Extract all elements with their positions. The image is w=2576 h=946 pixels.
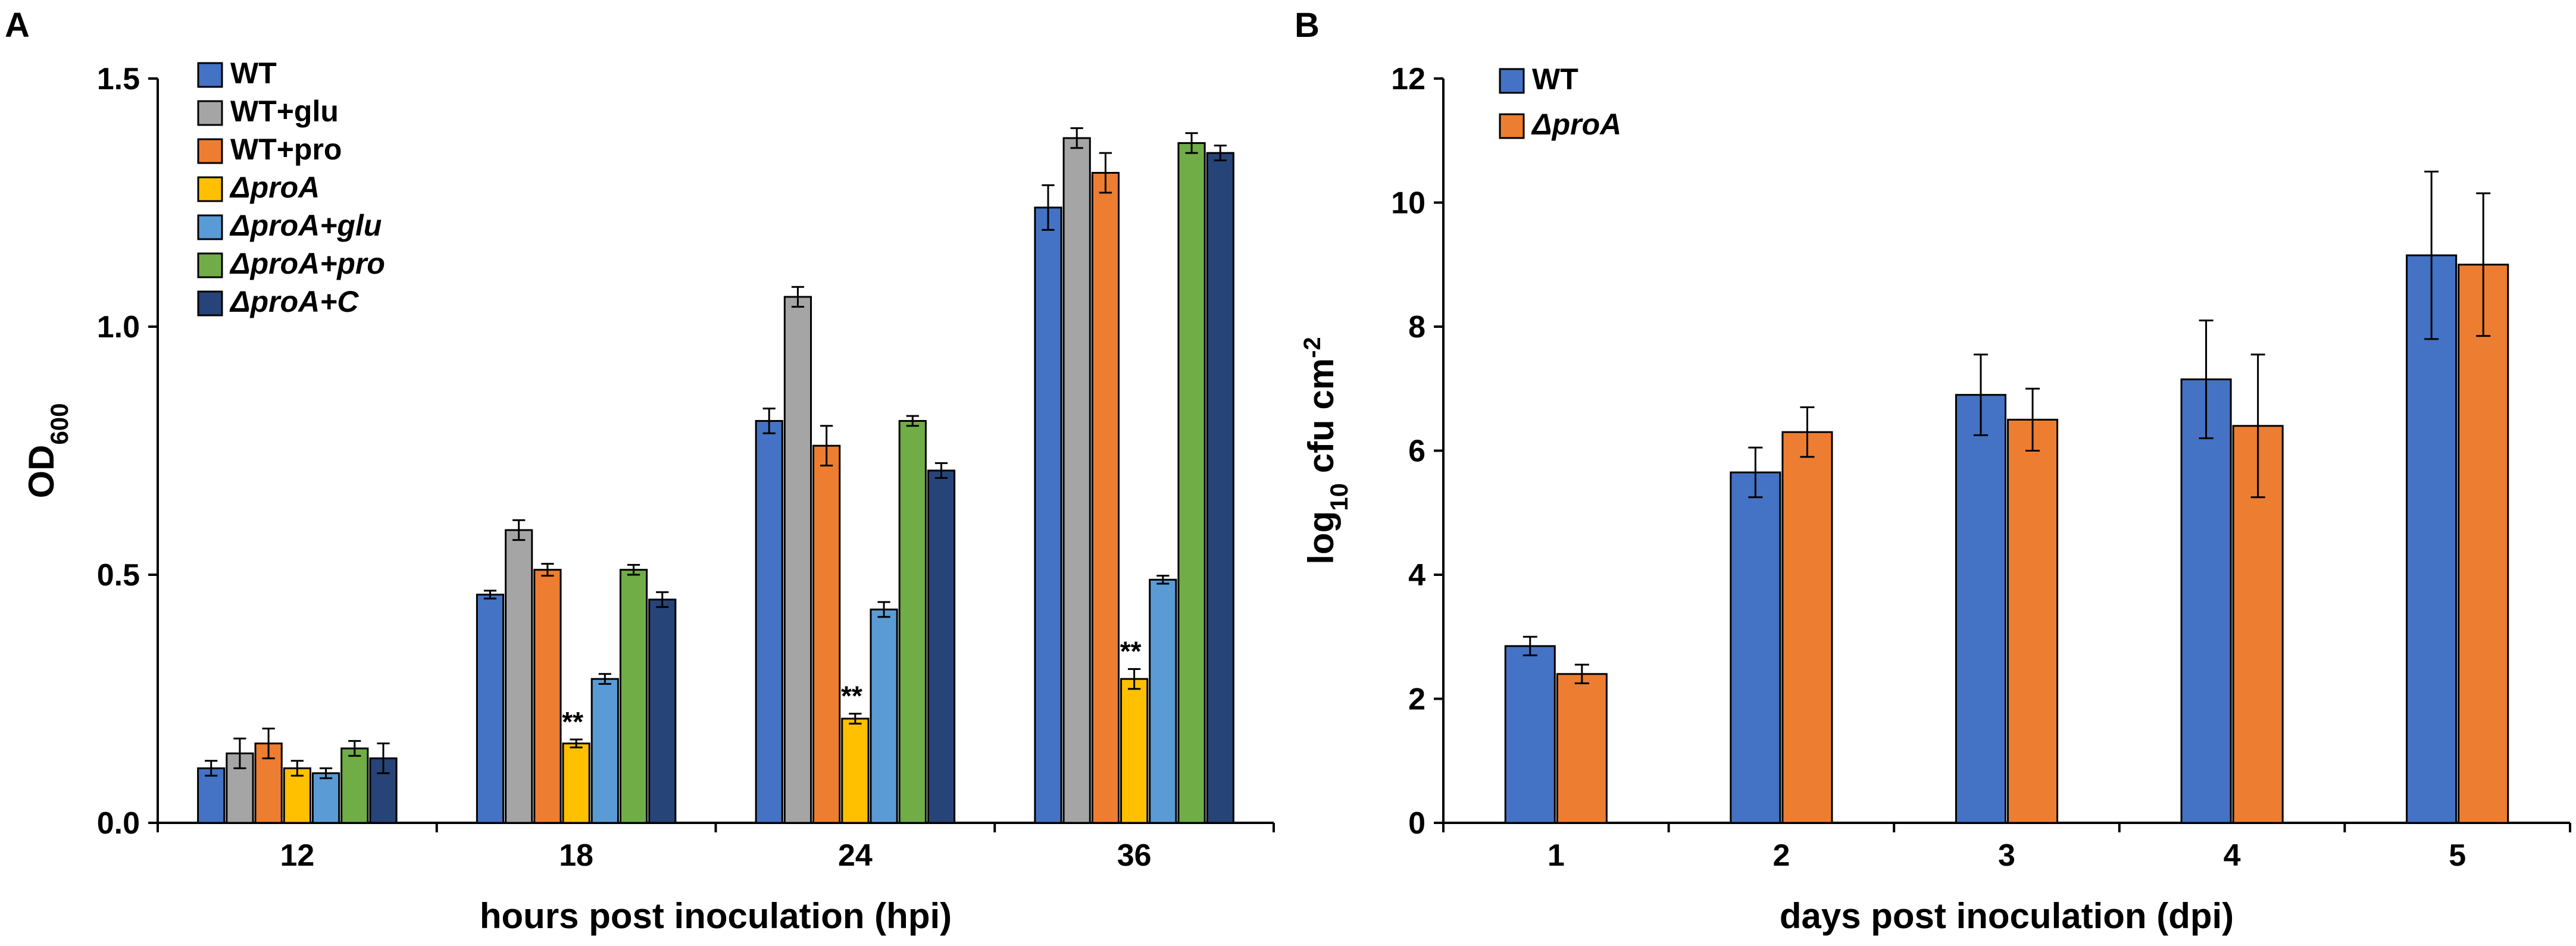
x-tick-label: 36 — [1117, 838, 1152, 873]
legend-swatch-wt — [197, 62, 223, 88]
legend-swatch-delta-proa-plus-pro — [197, 252, 223, 278]
y-tick-label: 1.0 — [97, 310, 140, 344]
legend-label-delta-proa-plus-glu: ΔproA+glu — [229, 209, 382, 242]
legend-label-delta-proa: ΔproA — [229, 171, 320, 204]
x-tick-label: 2 — [1772, 838, 1790, 873]
bar-wt-5 — [2406, 254, 2458, 824]
legend-swatch-delta-proa — [1499, 113, 1525, 139]
legend-label-delta-proa: ΔproA — [1531, 108, 1621, 141]
significance-annotation: ** — [1120, 635, 1142, 666]
y-axis-title-subscript: 600 — [45, 403, 73, 444]
bar-wt-1 — [1504, 645, 1556, 824]
bar-delta-proa-plus-c-24 — [927, 469, 956, 824]
bar-delta-proa-plus-c-18 — [648, 599, 677, 824]
y-tick-label: 0.5 — [97, 558, 140, 593]
y-tick-label: 8 — [1408, 310, 1425, 344]
bar-delta-proa-plus-glu-12 — [311, 772, 340, 824]
significance-annotation: ** — [841, 681, 862, 712]
y-tick-label: 6 — [1408, 434, 1425, 469]
bar-delta-proa-12 — [283, 767, 311, 824]
legend-swatch-wt-plus-pro — [197, 138, 223, 164]
bar-delta-proa-plus-glu-24 — [870, 608, 898, 824]
legend-swatch-wt-plus-glu — [197, 100, 223, 126]
bar-delta-proa-plus-c-36 — [1206, 152, 1234, 824]
y-tick-label: 0 — [1408, 806, 1425, 841]
x-tick-label: 18 — [559, 838, 593, 873]
bar-delta-proa-plus-pro-18 — [619, 569, 648, 824]
y-tick-label: 4 — [1408, 558, 1425, 593]
bar-wt-plus-glu-24 — [783, 296, 812, 824]
bar-delta-proa-1 — [1556, 673, 1608, 824]
bar-wt-plus-pro-24 — [812, 444, 841, 824]
bar-delta-proa-plus-pro-24 — [898, 419, 927, 824]
legend-label-delta-proa-plus-pro: ΔproA+pro — [229, 247, 385, 280]
x-axis-title: days post inoculation (dpi) — [1780, 896, 2234, 936]
bar-wt-plus-glu-18 — [505, 529, 533, 824]
bar-wt-12 — [197, 767, 226, 824]
legend-swatch-wt — [1499, 68, 1525, 94]
y-axis-title-rest: cfu cm — [1301, 358, 1341, 483]
legend-label-delta-proa-plus-c: ΔproA+C — [229, 285, 359, 318]
bar-delta-proa-plus-pro-36 — [1177, 142, 1206, 824]
bar-delta-proa-24 — [841, 718, 870, 824]
bar-delta-proa-2 — [1781, 431, 1833, 824]
bar-delta-proa-plus-glu-36 — [1149, 578, 1177, 824]
legend: WT ΔproA — [1499, 62, 1621, 141]
legend-swatch-delta-proa-plus-glu — [197, 214, 223, 240]
legend-label-wt-plus-pro: WT+pro — [230, 133, 342, 166]
legend-label-wt: WT — [1532, 62, 1578, 96]
legend-swatch-delta-proa-plus-c — [197, 290, 223, 317]
x-tick-label: 3 — [1998, 838, 2015, 873]
legend-label-wt: WT — [230, 57, 277, 90]
x-tick-label: 4 — [2224, 838, 2241, 873]
y-axis-title-main: OD — [21, 445, 61, 499]
significance-annotation: ** — [562, 706, 583, 737]
y-axis-title-main: log — [1301, 511, 1341, 565]
y-tick-label: 0.0 — [97, 806, 140, 841]
y-tick-label: 10 — [1391, 186, 1425, 221]
bar-delta-proa-3 — [2007, 418, 2059, 824]
y-tick-label: 1.5 — [97, 62, 140, 96]
bar-wt-4 — [2180, 378, 2232, 824]
bar-delta-proa-18 — [562, 743, 590, 824]
bar-wt-2 — [1730, 471, 1781, 824]
y-axis-title-subscript: 10 — [1325, 483, 1353, 511]
x-axis-title: hours post inoculation (hpi) — [480, 896, 952, 936]
y-axis-title: log10 cfu cm-2 — [1299, 337, 1353, 564]
y-axis-title: OD600 — [21, 403, 73, 498]
bar-wt-plus-pro-36 — [1091, 171, 1120, 824]
legend: WT WT+glu WT+pro ΔproA ΔproA+glu ΔproA+pro Δpr… — [197, 57, 385, 318]
bar-wt-24 — [755, 419, 783, 824]
panel-label: A — [5, 6, 30, 45]
x-tick-label: 1 — [1548, 838, 1565, 873]
y-tick-label: 2 — [1408, 682, 1425, 717]
bar-delta-proa-36 — [1120, 678, 1149, 824]
chart-panel-a: A 0.0 0.5 1.0 1.5 12 18 24 36 ** ** ** hours post in… — [5, 6, 1275, 936]
bar-delta-proa-5 — [2458, 264, 2509, 824]
x-tick-label: 12 — [280, 838, 314, 873]
y-tick-label: 12 — [1391, 62, 1425, 96]
bar-wt-3 — [1955, 394, 2007, 824]
x-tick-label: 5 — [2449, 838, 2466, 873]
y-axis-title-superscript: -2 — [1299, 337, 1325, 358]
panel-label: B — [1295, 6, 1320, 45]
x-tick-label: 24 — [838, 838, 873, 873]
legend-swatch-delta-proa — [197, 176, 223, 202]
bar-delta-proa-plus-pro-12 — [340, 747, 369, 824]
bar-wt-plus-glu-36 — [1062, 137, 1091, 824]
bar-wt-18 — [476, 593, 505, 824]
legend-label-wt-plus-glu: WT+glu — [230, 95, 339, 128]
bar-wt-36 — [1034, 206, 1062, 824]
bar-wt-plus-pro-18 — [533, 569, 562, 824]
bar-delta-proa-plus-glu-18 — [590, 678, 619, 824]
